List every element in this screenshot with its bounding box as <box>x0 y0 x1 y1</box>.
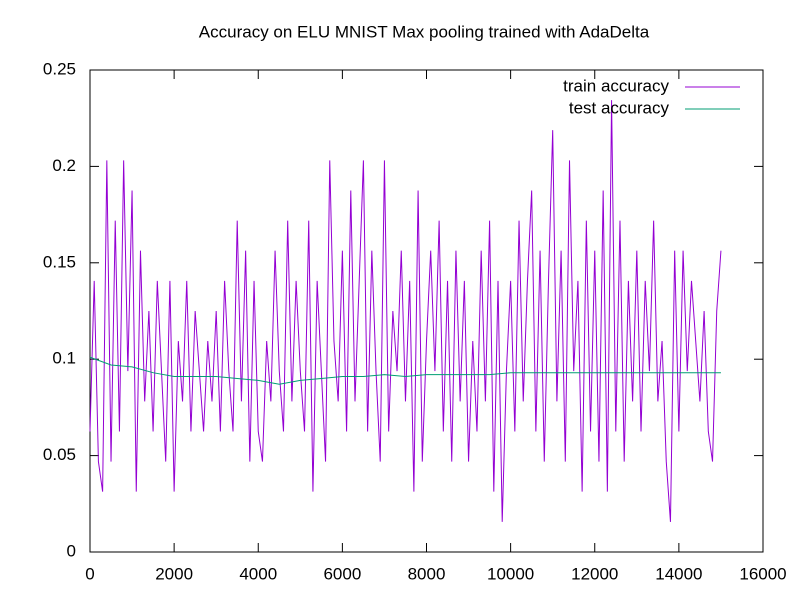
legend-label: train accuracy <box>563 76 669 95</box>
x-tick-label: 6000 <box>323 564 361 583</box>
y-tick-label: 0.2 <box>52 156 76 175</box>
data-line <box>89 356 721 385</box>
x-tick-label: 16000 <box>739 564 786 583</box>
y-tick-label: 0 <box>67 541 76 560</box>
y-tick-label: 0.15 <box>43 252 76 271</box>
x-tick-label: 2000 <box>155 564 193 583</box>
x-tick-label: 14000 <box>655 564 702 583</box>
x-tick-label: 4000 <box>239 564 277 583</box>
y-tick-label: 0.1 <box>52 349 76 368</box>
x-tick-label: 12000 <box>571 564 618 583</box>
x-tick-label: 0 <box>85 564 94 583</box>
x-tick-label: 10000 <box>487 564 534 583</box>
y-tick-label: 0.05 <box>43 445 76 464</box>
chart-title: Accuracy on ELU MNIST Max pooling traine… <box>199 22 650 41</box>
x-tick-label: 8000 <box>408 564 446 583</box>
legend-label: test accuracy <box>569 98 670 117</box>
y-tick-label: 0.25 <box>43 59 76 78</box>
data-line <box>89 100 722 522</box>
